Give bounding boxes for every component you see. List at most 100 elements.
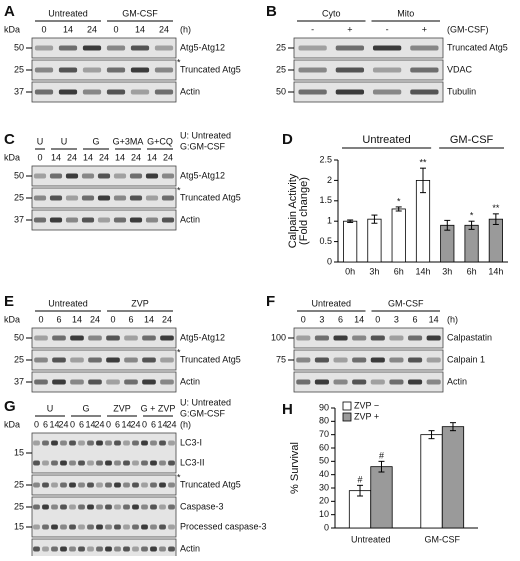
blot-band: [51, 524, 58, 530]
error-bar: [449, 422, 456, 432]
lane-label: 0: [301, 314, 306, 324]
blot-band: [124, 379, 138, 385]
panel-letter: H: [282, 401, 293, 418]
blot-band: [141, 440, 148, 446]
blot-band: [69, 546, 76, 552]
lane-label: 0: [110, 314, 115, 324]
blot-band: [389, 379, 404, 385]
blot-strip: [31, 496, 177, 538]
lane-label: 6: [115, 419, 120, 429]
kda-marker: 37: [14, 214, 24, 224]
row-label: Caspase-3: [180, 501, 224, 511]
lane-label: 0: [375, 314, 380, 324]
blot-band: [372, 45, 402, 51]
blot-band: [132, 482, 139, 488]
blot-band: [51, 482, 58, 488]
legend-note: G:GM-CSF: [180, 408, 225, 418]
y-axis-label: % Survival: [289, 442, 301, 494]
blot-band: [159, 460, 166, 466]
blot-band: [97, 217, 111, 223]
blot-band: [168, 504, 175, 510]
kda-marker: 50: [14, 332, 24, 342]
y-tick-label: 40: [319, 469, 329, 479]
blot-band: [410, 67, 439, 73]
blot-band: [34, 335, 48, 341]
blot-band: [132, 460, 139, 466]
blot-band: [87, 482, 94, 488]
blot-band: [42, 524, 49, 530]
blot-band: [389, 357, 404, 363]
legend-note: G:GM-CSF: [180, 141, 225, 151]
lane-label: 24: [166, 419, 176, 429]
row-label: Truncated Atg5: [180, 479, 241, 489]
blot-band: [159, 524, 166, 530]
blot-band: [65, 195, 79, 201]
blot-band: [69, 440, 76, 446]
lane-label: 0: [142, 419, 147, 429]
lane-label: +: [422, 24, 427, 34]
blot-band: [70, 335, 84, 341]
blot-band: [51, 546, 58, 552]
blot-band: [97, 173, 111, 179]
blot-band: [96, 482, 103, 488]
blot-band: [81, 173, 95, 179]
blot-band: [129, 195, 143, 201]
blot-band: [78, 524, 85, 530]
blot-band: [96, 546, 103, 552]
lane-label: 24: [130, 419, 140, 429]
blot-band: [105, 524, 112, 530]
error-bar: [468, 220, 475, 230]
blot-band: [132, 504, 139, 510]
blot-band: [87, 546, 94, 552]
blot-band: [407, 379, 423, 385]
kda-marker: 25: [14, 479, 24, 489]
significance: #: [358, 475, 363, 485]
blot-band: [370, 379, 385, 385]
lane-label: 14: [83, 152, 93, 162]
lane-label: 6: [128, 314, 133, 324]
unit-label: (h): [180, 24, 191, 34]
blot-band: [352, 379, 367, 385]
blot-band: [426, 357, 441, 363]
kda-marker: 25: [276, 42, 286, 52]
error-bar: [395, 206, 402, 212]
blot-band: [298, 45, 327, 51]
blot-band: [70, 357, 84, 363]
blot-band: [160, 335, 174, 341]
lane-label: -: [311, 24, 314, 34]
blot-band: [106, 335, 120, 341]
blot-band: [161, 217, 175, 223]
blot-band: [161, 173, 175, 179]
blot-band: [150, 482, 157, 488]
blot-band: [33, 173, 47, 179]
y-tick-label: 0: [324, 522, 329, 532]
blot-band: [49, 217, 63, 223]
blot-band: [34, 89, 54, 95]
row-note: *: [177, 185, 181, 195]
group-label: G+3MA: [113, 136, 144, 146]
lane-label: 0: [113, 24, 118, 34]
row-label: Atg5-Atg12: [180, 332, 225, 342]
lane-label: 24: [131, 152, 141, 162]
legend-label: ZVP −: [354, 400, 379, 410]
blot-band: [114, 460, 121, 466]
blot-band: [34, 67, 54, 73]
row-label: Actin: [447, 376, 467, 386]
y-tick-label: 0: [327, 256, 332, 266]
lane-label: 6: [43, 419, 48, 429]
blot-band: [426, 379, 441, 385]
lane-label: 24: [58, 419, 68, 429]
error-bar: [444, 219, 451, 231]
blot-band: [60, 504, 67, 510]
blot-band: [335, 45, 365, 51]
panel-letter: G: [4, 398, 16, 415]
kda-marker: 37: [14, 86, 24, 96]
group-label: ZVP: [131, 298, 149, 308]
blot-band: [33, 195, 47, 201]
x-tick-label: 0h: [345, 266, 355, 276]
panel-letter: B: [266, 3, 277, 20]
lane-label: 24: [67, 152, 77, 162]
lane-label: 24: [90, 314, 100, 324]
blot-band: [106, 45, 126, 51]
blot-band: [333, 357, 348, 363]
